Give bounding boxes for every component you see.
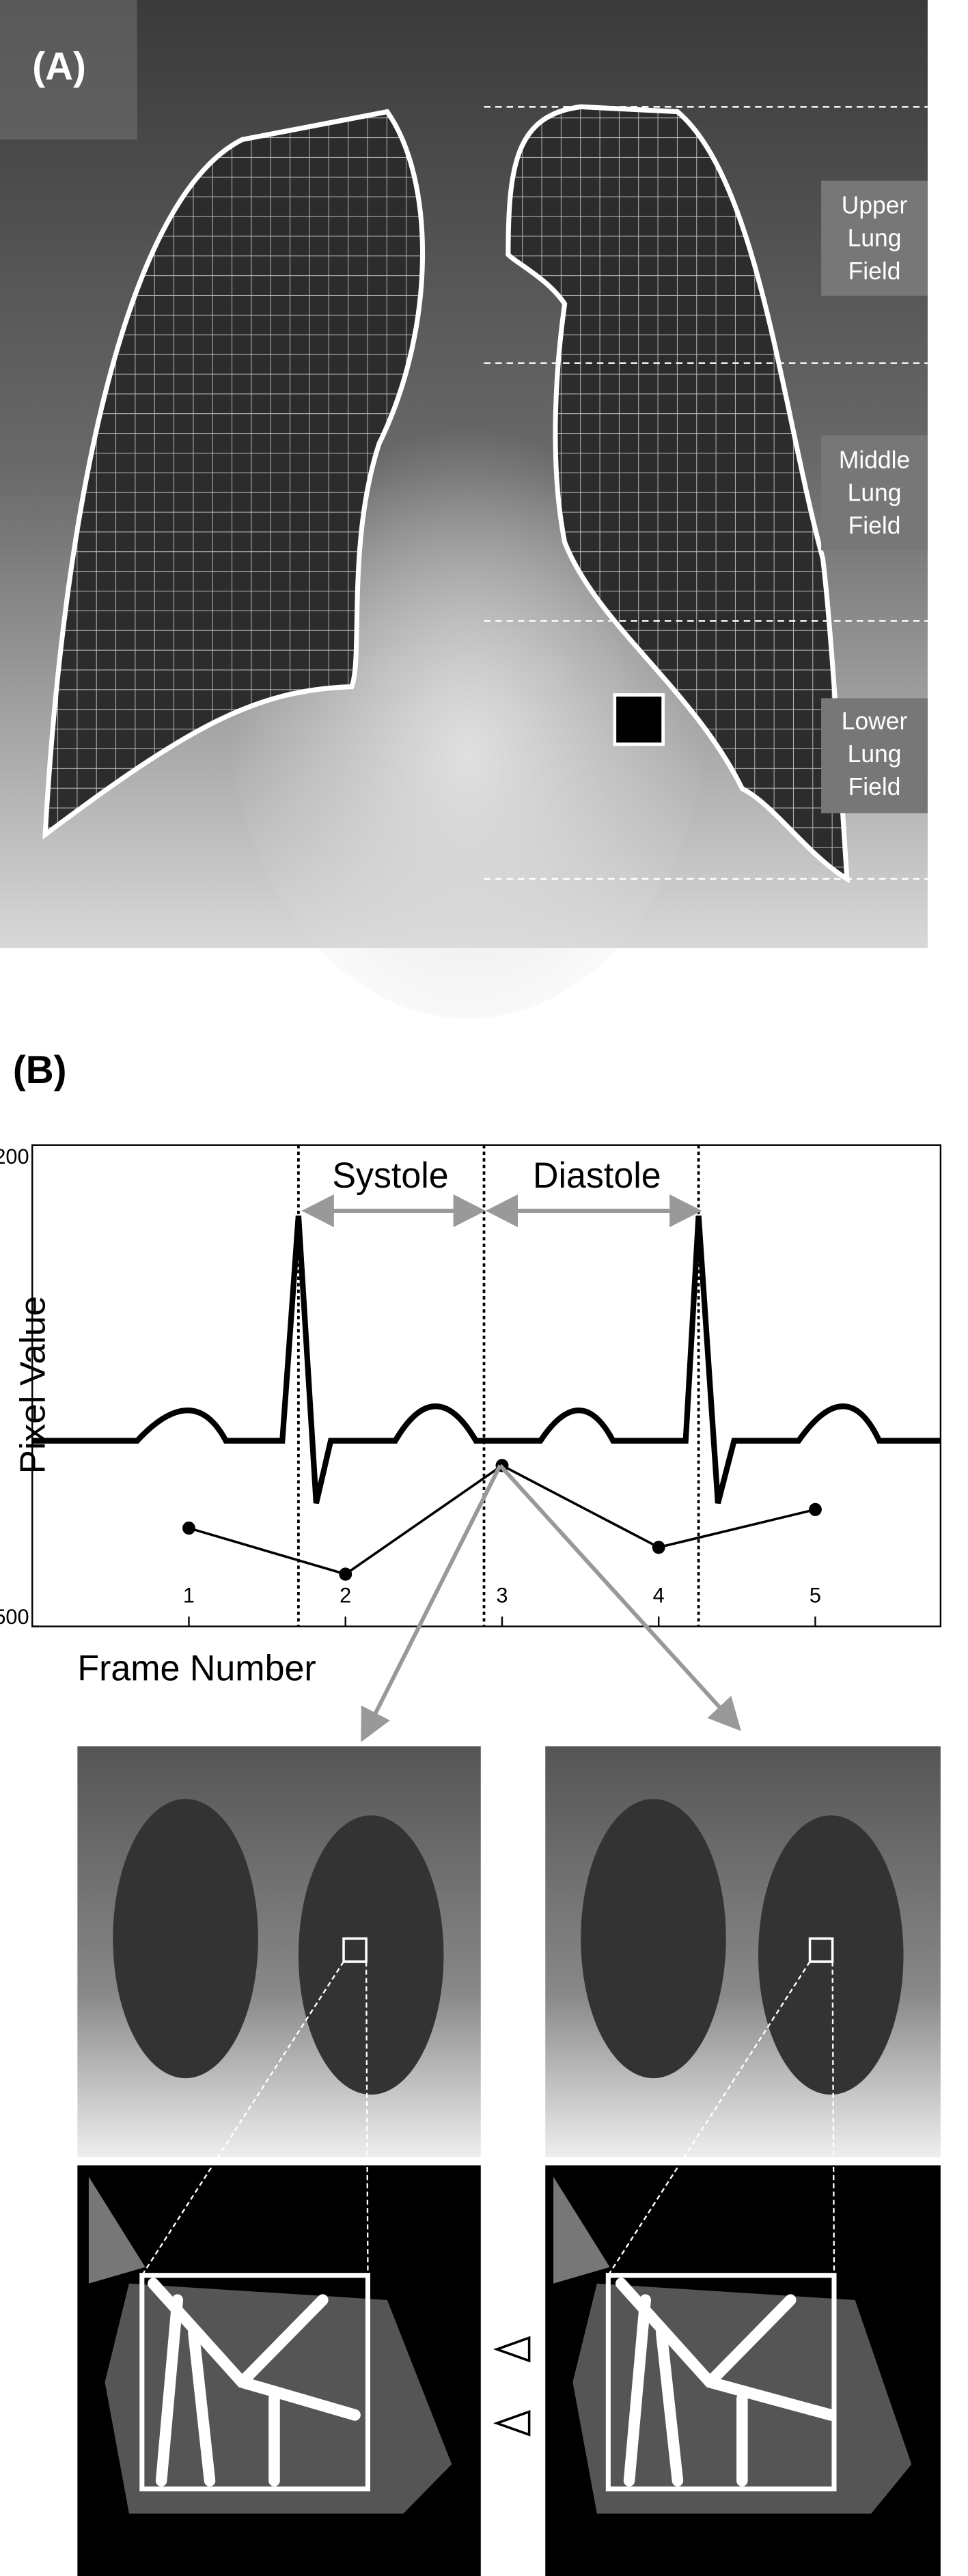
annotation: Systole bbox=[332, 1156, 448, 1196]
field-box bbox=[821, 698, 928, 813]
zoom-lines bbox=[141, 1961, 835, 2276]
x-axis-label: Frame Number bbox=[77, 1649, 316, 1689]
field-box bbox=[821, 180, 928, 296]
field-label: Field bbox=[848, 773, 901, 800]
phase-lines bbox=[297, 1145, 700, 1627]
data-point bbox=[652, 1541, 665, 1554]
lung bbox=[298, 1815, 444, 2095]
x-tick-label: 3 bbox=[496, 1583, 508, 1607]
frame-images bbox=[77, 1746, 941, 2576]
x-tick-label: 1 bbox=[183, 1583, 195, 1607]
field-label: Lung bbox=[848, 224, 902, 251]
annotation: Diastole bbox=[533, 1156, 661, 1196]
marker-triangle bbox=[493, 2336, 531, 2363]
marker-triangle bbox=[493, 2409, 531, 2437]
left-lung bbox=[42, 109, 426, 840]
lung bbox=[758, 1815, 904, 2095]
y-axis-label: Pixel Value bbox=[14, 1296, 53, 1474]
chart: Systole Diastole Pixel Value Frame Numbe… bbox=[0, 1144, 942, 1689]
shadow bbox=[553, 2176, 610, 2284]
roi-zoom bbox=[605, 2273, 837, 2492]
y-tick-label: 1,500 bbox=[0, 1605, 29, 1629]
field-label: Middle bbox=[839, 446, 910, 473]
field-label: Field bbox=[848, 512, 901, 539]
x-tick-label: 2 bbox=[340, 1583, 351, 1607]
field-label: Lung bbox=[848, 740, 902, 768]
roi-square bbox=[613, 693, 665, 746]
roi bbox=[342, 1937, 368, 1963]
shadow bbox=[88, 2176, 146, 2284]
x-tick-label: 5 bbox=[810, 1583, 821, 1607]
field-label: Lung bbox=[848, 479, 902, 506]
plot-frame bbox=[31, 1144, 942, 1627]
roi bbox=[808, 1937, 834, 1963]
label-box bbox=[0, 0, 137, 140]
y-tick-label: 2,200 bbox=[0, 1145, 29, 1168]
field-box bbox=[821, 435, 928, 550]
lung bbox=[113, 1799, 258, 2079]
pointer-arrow bbox=[498, 1464, 741, 1731]
field-label: Upper bbox=[842, 191, 908, 219]
pointer-arrow bbox=[361, 1464, 502, 1743]
lung bbox=[581, 1799, 726, 2079]
roi-zoom bbox=[139, 2273, 371, 2492]
data-point bbox=[339, 1567, 352, 1581]
field-dividers bbox=[484, 106, 928, 880]
panel-a: (A) Upper Lung Field Middle Lung Field L… bbox=[0, 0, 928, 1019]
panel-label: (B) bbox=[13, 1048, 67, 1093]
field-label: Field bbox=[848, 257, 901, 285]
ecg-trace bbox=[32, 1215, 941, 1504]
data-point bbox=[182, 1521, 195, 1535]
x-tick-label: 4 bbox=[653, 1583, 665, 1607]
panel-label: (A) bbox=[32, 44, 86, 89]
field-label: Lower bbox=[842, 708, 908, 735]
data-point bbox=[809, 1502, 822, 1517]
vessels bbox=[148, 2278, 837, 2487]
